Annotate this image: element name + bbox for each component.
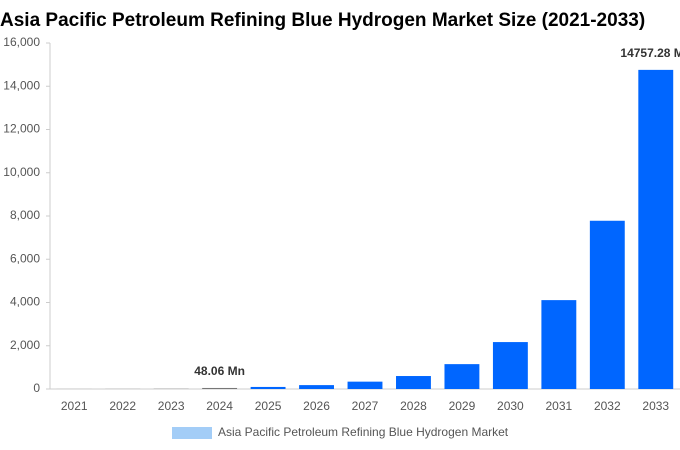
x-tick-label: 2026 bbox=[303, 399, 330, 413]
bar bbox=[492, 342, 528, 389]
x-tick-label: 2032 bbox=[594, 399, 621, 413]
x-tick-label: 2030 bbox=[497, 399, 524, 413]
bar bbox=[347, 381, 383, 389]
y-tick-label: 0 bbox=[33, 381, 40, 395]
bar bbox=[250, 386, 286, 389]
y-tick-label: 10,000 bbox=[3, 165, 40, 179]
bar bbox=[202, 387, 238, 389]
y-tick-label: 4,000 bbox=[10, 295, 40, 309]
bar bbox=[638, 69, 674, 390]
x-tick-label: 2029 bbox=[449, 399, 476, 413]
y-tick-label: 2,000 bbox=[10, 338, 40, 352]
x-tick-label: 2023 bbox=[158, 399, 185, 413]
bar bbox=[299, 385, 334, 389]
y-tick-label: 16,000 bbox=[3, 35, 40, 49]
bar bbox=[589, 220, 625, 389]
x-tick-label: 2031 bbox=[545, 399, 572, 413]
legend-label: Asia Pacific Petroleum Refining Blue Hyd… bbox=[218, 425, 509, 439]
bar bbox=[541, 300, 577, 389]
bar bbox=[444, 364, 480, 389]
x-tick-label: 2022 bbox=[109, 399, 136, 413]
legend-swatch bbox=[172, 427, 212, 439]
value-label: 48.06 Mn bbox=[194, 364, 245, 378]
x-tick-label: 2021 bbox=[61, 399, 88, 413]
value-label: 14757.28 Mn bbox=[620, 46, 680, 60]
y-tick-label: 12,000 bbox=[3, 122, 40, 136]
chart-title: Asia Pacific Petroleum Refining Blue Hyd… bbox=[0, 10, 645, 31]
x-tick-label: 2027 bbox=[352, 399, 379, 413]
x-tick-label: 2033 bbox=[642, 399, 669, 413]
y-tick-label: 14,000 bbox=[3, 78, 40, 92]
bar bbox=[396, 376, 431, 389]
x-tick-label: 2024 bbox=[206, 399, 233, 413]
y-tick-label: 8,000 bbox=[10, 208, 40, 222]
x-tick-label: 2028 bbox=[400, 399, 427, 413]
x-tick-label: 2025 bbox=[255, 399, 282, 413]
y-tick-label: 6,000 bbox=[10, 251, 40, 265]
